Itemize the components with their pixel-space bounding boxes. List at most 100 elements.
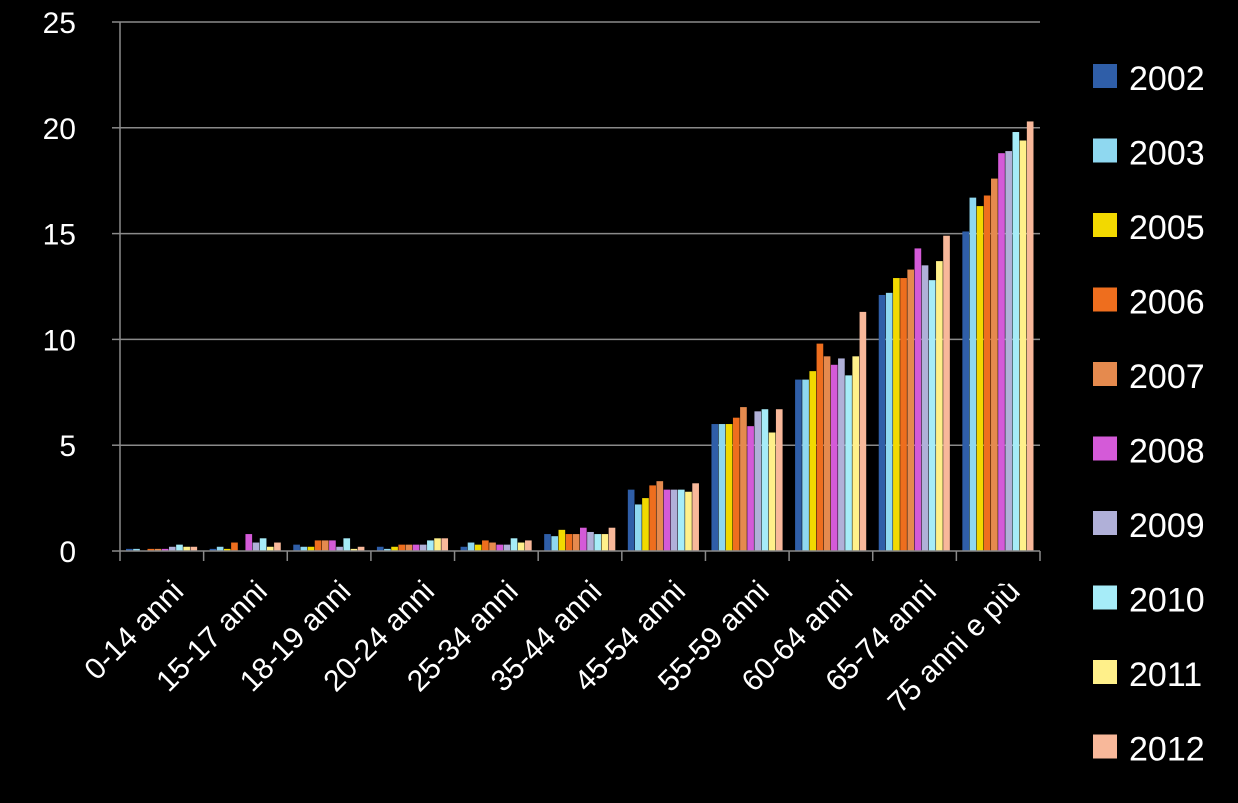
bar-2005-4 <box>474 544 482 551</box>
legend-swatch-2002 <box>1093 64 1117 88</box>
bar-2002-3 <box>376 546 384 551</box>
bar-2010-10 <box>1012 132 1020 551</box>
bar-2009-9 <box>921 265 929 551</box>
bar-2012-10 <box>1026 121 1034 551</box>
bar-2008-2 <box>329 540 336 551</box>
bar-2011-4 <box>517 542 525 551</box>
bar-2008-10 <box>998 153 1005 551</box>
bar-2009-1 <box>252 542 260 551</box>
legend-label: 2006 <box>1129 284 1205 322</box>
bar-2012-8 <box>859 311 867 551</box>
bar-2006-1 <box>231 542 238 551</box>
bar-2003-7 <box>718 424 726 551</box>
bar-2005-5 <box>558 529 566 551</box>
bar-2012-5 <box>608 527 616 551</box>
bar-2009-3 <box>419 544 427 551</box>
bar-2005-8 <box>809 371 817 551</box>
bar-2002-10 <box>962 231 970 552</box>
bar-2005-3 <box>391 546 398 551</box>
bar-2006-10 <box>983 195 991 551</box>
bar-2003-8 <box>802 379 809 551</box>
bar-2007-2 <box>321 540 329 551</box>
bar-2007-6 <box>656 481 664 551</box>
bar-2007-9 <box>907 269 915 551</box>
bar-2003-9 <box>885 292 893 551</box>
legend-swatch-2006 <box>1093 287 1117 312</box>
bar-2003-3 <box>384 548 391 551</box>
legend-label: 2010 <box>1129 582 1205 620</box>
bar-2006-2 <box>314 540 322 551</box>
bar-2009-6 <box>670 489 678 551</box>
legend-swatch-2008 <box>1093 436 1117 461</box>
bar-2008-3 <box>412 544 420 551</box>
bar-2007-0 <box>154 548 162 551</box>
bar-2010-1 <box>259 538 267 551</box>
bar-2010-5 <box>594 534 601 551</box>
bar-2012-4 <box>525 540 532 551</box>
bar-2009-0 <box>168 546 176 551</box>
bar-2003-2 <box>300 546 308 551</box>
bar-2008-0 <box>161 548 169 551</box>
bar-2012-9 <box>943 235 950 551</box>
bar-2011-0 <box>183 546 190 551</box>
bar-2006-4 <box>482 540 489 551</box>
legend-swatch-2003 <box>1093 138 1117 163</box>
bar-2006-8 <box>816 343 824 551</box>
bar-2005-7 <box>725 424 733 551</box>
legend-label: 2002 <box>1129 60 1205 98</box>
bar-2009-5 <box>587 531 594 551</box>
bar-2011-7 <box>768 432 776 551</box>
bar-2009-10 <box>1005 151 1013 551</box>
bar-2010-9 <box>928 280 936 551</box>
bar-2002-5 <box>544 534 551 551</box>
bar-2006-5 <box>565 534 573 551</box>
bar-2003-1 <box>216 546 224 551</box>
bar-2010-7 <box>761 409 769 551</box>
legend-label: 2012 <box>1129 731 1205 769</box>
bar-2008-9 <box>914 248 922 551</box>
bar-2002-6 <box>627 489 635 551</box>
bar-2010-3 <box>427 540 434 551</box>
bar-2009-8 <box>838 358 845 551</box>
bar-2002-2 <box>293 544 300 551</box>
y-tick-label: 15 <box>43 219 76 252</box>
bar-2003-0 <box>133 548 140 551</box>
bar-2010-6 <box>677 489 685 551</box>
legend-swatch-2012 <box>1093 734 1117 759</box>
bar-2009-7 <box>754 411 762 551</box>
bar-2003-6 <box>634 504 642 551</box>
legend-swatch-2011 <box>1093 660 1117 684</box>
legend-label: 2007 <box>1129 358 1205 396</box>
bar-2010-2 <box>343 538 351 551</box>
bar-2007-4 <box>489 542 496 551</box>
bar-2008-7 <box>747 426 754 551</box>
bar-2009-2 <box>336 546 343 551</box>
bar-2012-0 <box>190 546 198 551</box>
bar-2006-6 <box>649 485 656 551</box>
y-tick-label: 20 <box>43 113 76 146</box>
bar-2002-9 <box>878 294 886 551</box>
y-tick-label: 25 <box>43 7 76 40</box>
legend-label: 2003 <box>1129 135 1205 173</box>
legend-label: 2005 <box>1129 209 1205 247</box>
bar-2007-10 <box>991 178 998 551</box>
bar-2006-7 <box>732 417 740 551</box>
bar-2002-1 <box>209 548 217 551</box>
bar-2006-9 <box>900 278 907 551</box>
bar-2011-2 <box>350 548 358 551</box>
bar-2008-8 <box>830 364 838 551</box>
bar-2006-3 <box>398 544 406 551</box>
bar-2005-2 <box>307 546 315 551</box>
bar-2006-0 <box>147 548 155 551</box>
bars <box>126 121 1034 552</box>
bar-2005-9 <box>893 278 900 551</box>
bar-2003-4 <box>467 542 475 551</box>
bar-2003-10 <box>969 197 977 551</box>
bar-2012-2 <box>357 546 365 551</box>
bar-2005-6 <box>642 498 649 551</box>
bar-2005-1 <box>223 548 231 551</box>
bar-2007-3 <box>405 544 413 551</box>
legend-label: 2011 <box>1129 656 1202 694</box>
bar-2011-6 <box>685 491 692 551</box>
